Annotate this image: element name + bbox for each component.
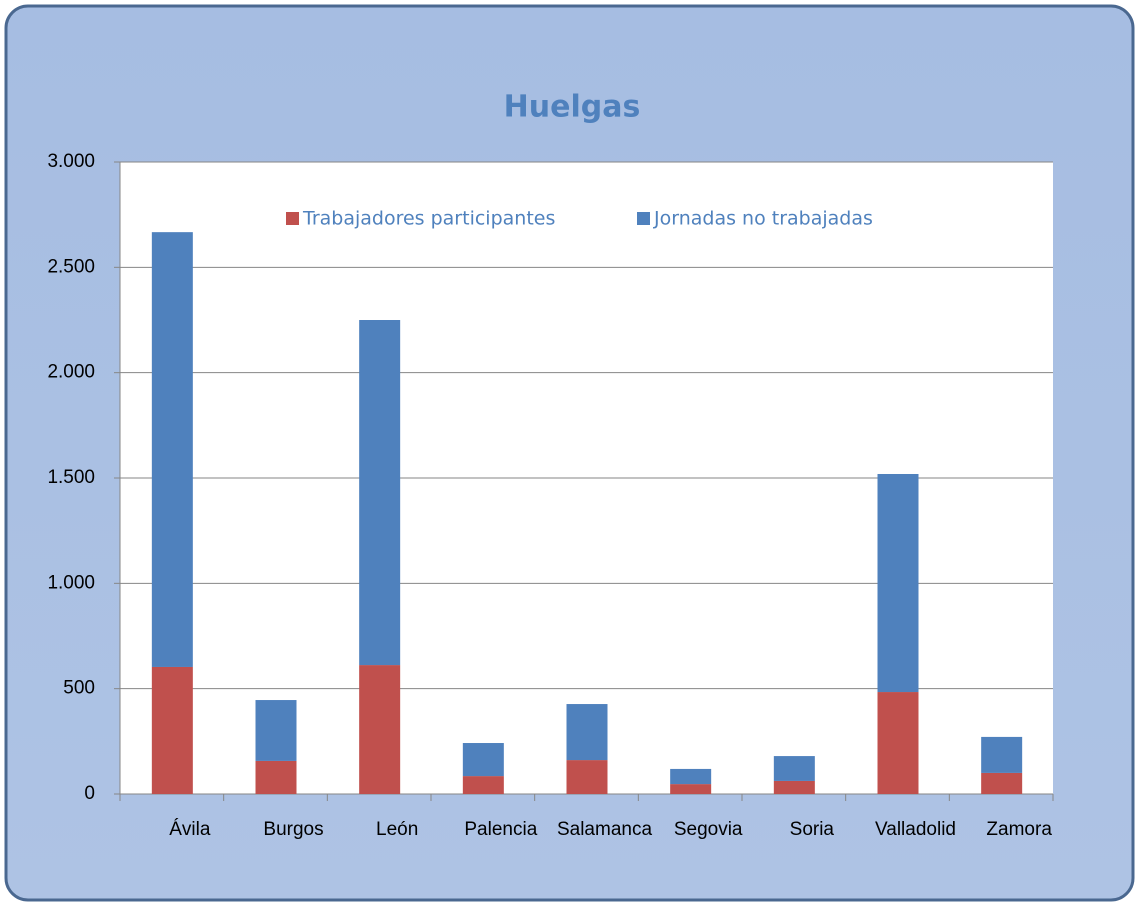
y-tick-label: 1.500 <box>47 467 95 488</box>
y-tick-label: 2.000 <box>47 362 95 383</box>
bar-segment <box>566 760 608 794</box>
bar-segment <box>773 756 815 781</box>
bar-segment <box>773 780 815 794</box>
bar-segment <box>151 666 193 794</box>
x-tick-label: Burgos <box>263 819 323 840</box>
bar-segment <box>566 704 608 761</box>
bar-segment <box>462 776 504 794</box>
x-tick-label: León <box>376 819 418 840</box>
bar-segment <box>877 473 919 693</box>
bar-segment <box>877 692 919 794</box>
y-tick-label: 2.500 <box>47 256 95 277</box>
x-tick-label: Soria <box>790 819 835 840</box>
legend-swatch <box>637 212 650 225</box>
bar-segment <box>255 700 297 761</box>
bar-segment <box>462 743 504 777</box>
y-tick-label: 1.000 <box>47 572 95 593</box>
y-tick-label: 0 <box>84 783 95 804</box>
chart-title: Huelgas <box>504 90 641 125</box>
bar-segment <box>151 232 193 667</box>
x-tick-label: Palencia <box>464 819 537 840</box>
y-tick-label: 3.000 <box>47 151 95 172</box>
legend-label: Trabajadores participantes <box>302 208 555 230</box>
y-tick-label: 500 <box>63 678 95 699</box>
x-tick-label: Segovia <box>674 819 743 840</box>
bar-segment <box>255 760 297 794</box>
legend-label: Jornadas no trabajadas <box>653 208 873 230</box>
bar-segment <box>981 772 1023 794</box>
x-tick-label: Salamanca <box>557 819 652 840</box>
legend-swatch <box>286 212 299 225</box>
bar-segment <box>670 768 712 785</box>
bar-segment <box>359 665 401 794</box>
x-tick-label: Valladolid <box>875 819 956 840</box>
x-tick-label: Ávila <box>169 819 211 840</box>
bar-segment <box>670 784 712 794</box>
bar-segment <box>981 736 1023 773</box>
bar-segment <box>359 320 401 666</box>
x-tick-label: Zamora <box>986 819 1052 840</box>
